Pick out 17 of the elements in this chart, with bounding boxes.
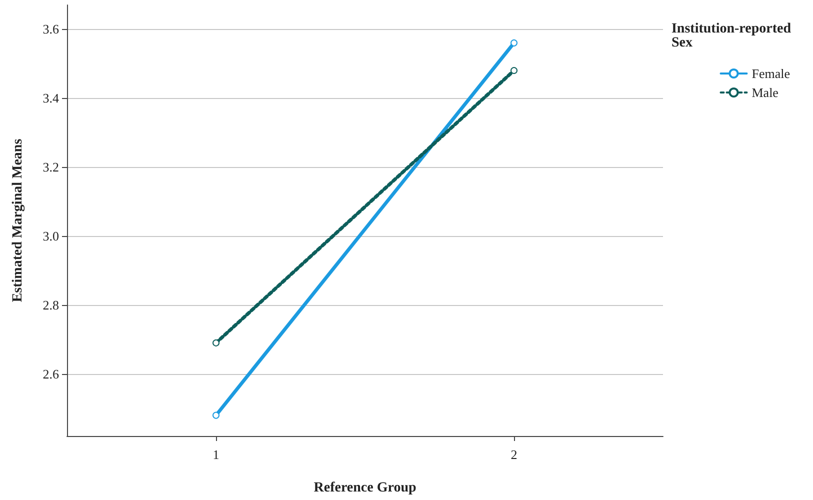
point [212,339,220,346]
y-tick-label: 3.0 [42,228,59,244]
x-tick-label: 2 [510,447,518,462]
y-tick-label: 3.2 [42,160,59,175]
y-tick-label: 2.6 [42,366,60,382]
point [212,412,220,419]
x-tick-label: 1 [212,447,220,462]
legend-label: Female [752,66,790,81]
x-axis-title: Reference Group [314,480,416,496]
y-tick-label: 2.8 [42,297,59,312]
point [510,67,518,74]
legend-title: Institution-reported Sex [671,22,792,50]
point [510,39,518,46]
y-tick-label: 3.4 [42,90,60,106]
y-axis-title: Estimated Marginal Means [10,138,26,302]
y-tick-label: 3.6 [42,22,60,37]
legend-label: Male [752,85,779,100]
